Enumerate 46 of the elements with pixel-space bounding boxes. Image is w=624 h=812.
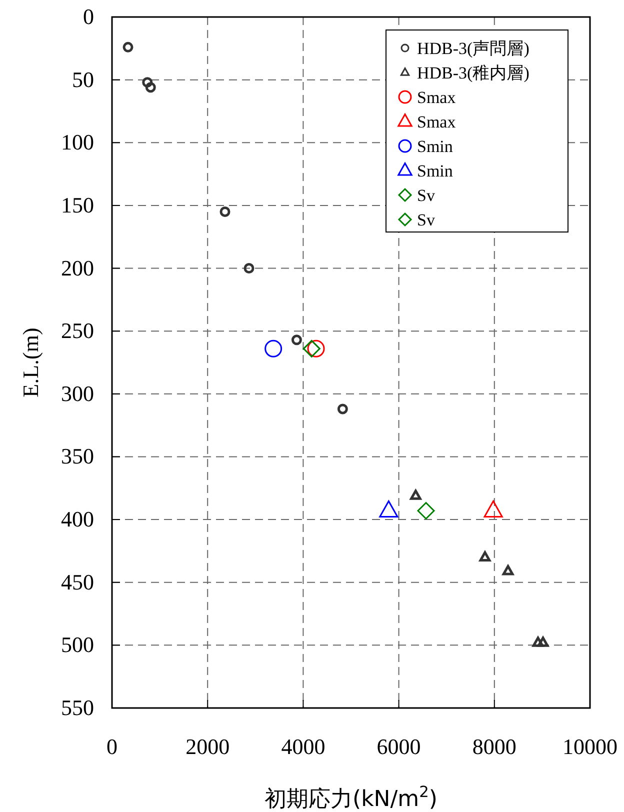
legend-label: Smin [417, 162, 454, 180]
point [502, 565, 514, 576]
legend-label: Smax [417, 88, 456, 107]
y-tick-label: 100 [61, 130, 94, 155]
point [122, 42, 134, 52]
x-tick-label: 8000 [472, 734, 516, 759]
y-tick-label: 450 [61, 569, 94, 594]
point [220, 206, 230, 217]
legend-label: HDB-3(声問層) [417, 39, 530, 58]
y-tick-label: 50 [72, 66, 94, 92]
legend-label: Sv [417, 186, 436, 205]
y-tick-label: 400 [61, 506, 94, 532]
point [417, 502, 435, 520]
point [145, 82, 156, 93]
point [244, 263, 254, 274]
x-tick-label: 6000 [376, 734, 421, 759]
legend-label: Smax [417, 112, 456, 132]
legend-label: HDB-3(稚内層) [417, 64, 530, 82]
x-tick-label: 10000 [562, 734, 618, 759]
point [307, 340, 325, 358]
point [479, 551, 491, 562]
point [337, 404, 348, 414]
point [410, 490, 422, 500]
y-tick-label: 200 [61, 255, 94, 280]
point [302, 340, 320, 358]
y-tick-label: 550 [61, 695, 94, 720]
x-axis-title: 初期応力(kN/m$^{2}$) [264, 783, 438, 812]
point [142, 77, 153, 88]
point [484, 500, 503, 518]
legend-label: Sv [417, 210, 436, 230]
x-tick-label: 0 [106, 734, 118, 759]
y-tick-label: 300 [61, 380, 94, 406]
point [532, 636, 544, 647]
point [379, 500, 398, 518]
legend-label: Smin [417, 137, 454, 156]
point [291, 334, 302, 346]
y-axis-title: E.L.(m) [18, 328, 43, 398]
x-tick-label: 2000 [186, 734, 230, 759]
y-tick-label: 350 [61, 444, 94, 469]
y-tick-label: 250 [61, 318, 94, 344]
y-tick-label: 0 [83, 4, 94, 29]
y-tick-label: 150 [61, 192, 94, 218]
point [537, 636, 549, 647]
point [264, 340, 282, 358]
x-tick-label: 4000 [281, 734, 326, 759]
y-tick-label: 500 [61, 632, 94, 658]
